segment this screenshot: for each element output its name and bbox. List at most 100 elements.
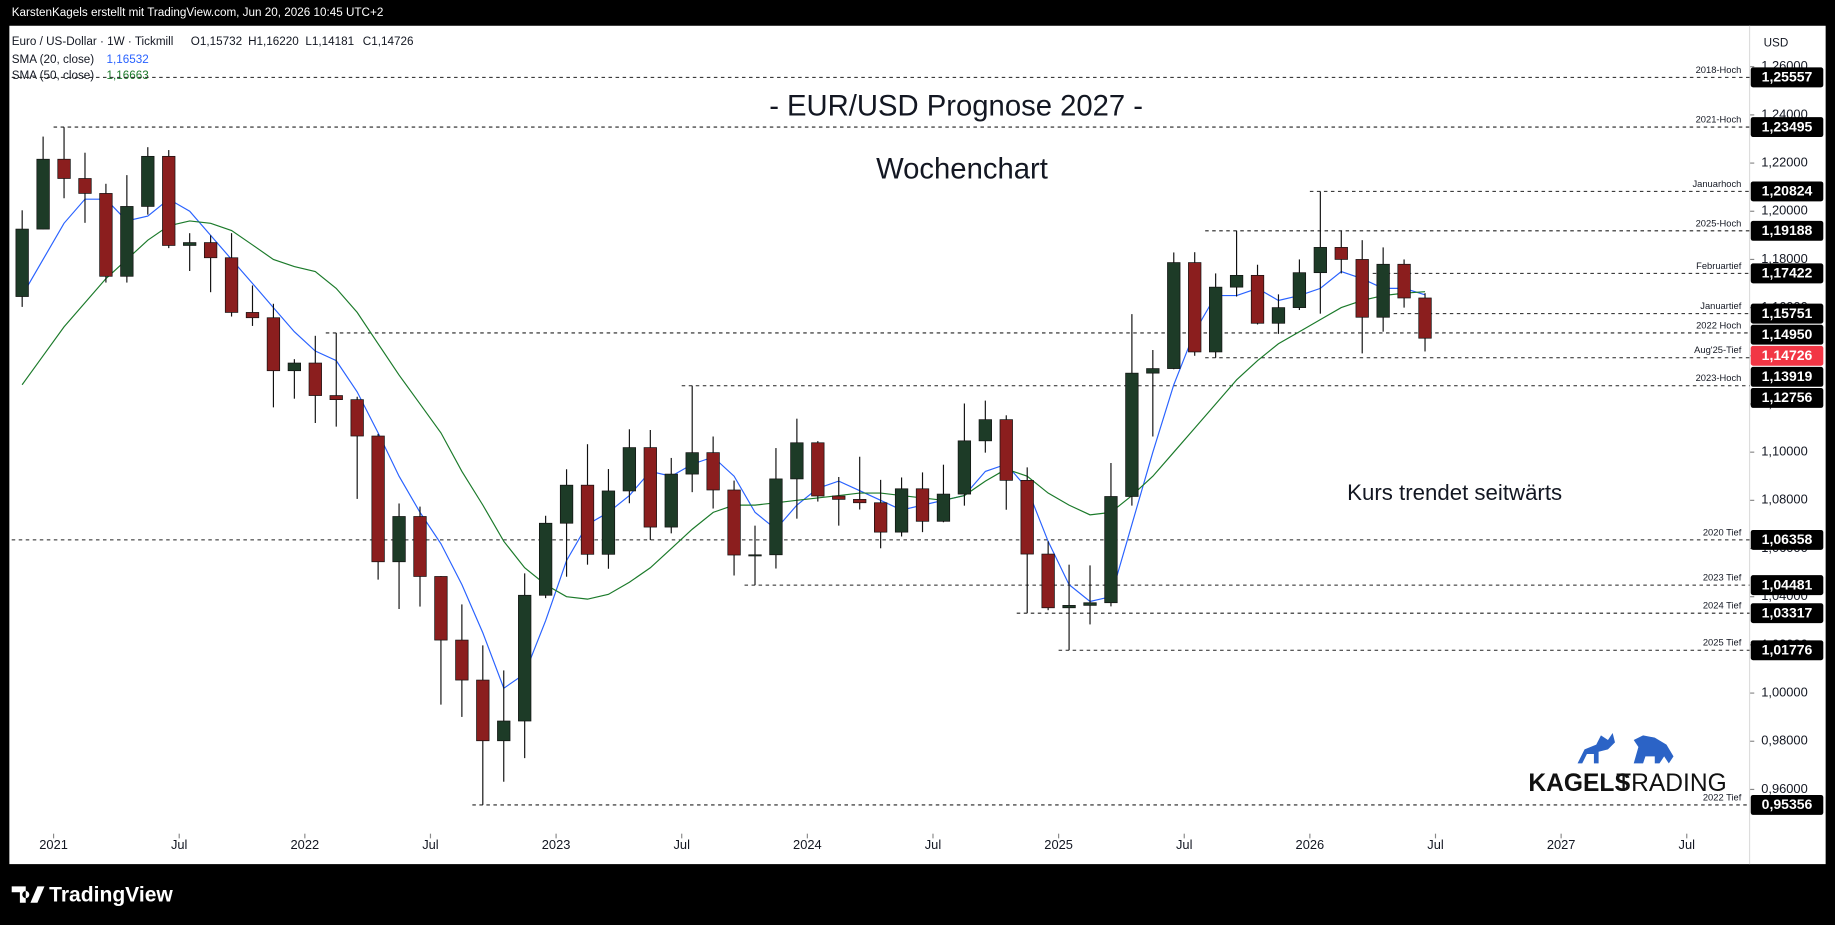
level-name: 2025 Tief — [1703, 638, 1742, 648]
logo-text-bold: KAGELS — [1528, 770, 1630, 797]
credit: KarstenKagels erstellt mit TradingView.c… — [12, 6, 384, 19]
ohlc-value: C1,14726 — [363, 35, 414, 48]
candle-body — [245, 312, 260, 319]
candle-body — [350, 399, 364, 437]
price-box-label: 1,01776 — [1762, 642, 1813, 658]
price-box — [1750, 794, 1824, 815]
candle-body — [622, 447, 637, 492]
price-box-label: 0,95356 — [1762, 796, 1813, 812]
candle-body — [371, 435, 385, 563]
candle-body — [811, 442, 825, 497]
ohlc-value: O1,15732 — [191, 35, 242, 48]
candle-body — [36, 158, 50, 230]
candle-body — [1020, 479, 1034, 555]
symbol: Euro / US-Dollar · 1W · Tickmill — [12, 35, 174, 48]
candle-body — [790, 442, 804, 480]
y-tick-label: 1,20000 — [1761, 203, 1807, 218]
price-box-label: 1,20824 — [1762, 183, 1813, 199]
level-name: 2022 Tief — [1703, 792, 1742, 802]
annotation: Kurs trendet seitwärts — [1347, 480, 1562, 505]
candle-body — [748, 554, 762, 557]
candle-body — [580, 484, 595, 555]
candle-body — [141, 155, 155, 207]
candle-body — [1125, 372, 1139, 497]
level-name: 2025-Hoch — [1696, 218, 1742, 228]
x-tick-label: 2025 — [1044, 837, 1073, 852]
price-box — [1750, 324, 1824, 345]
candle-body — [1313, 247, 1327, 274]
candle-body — [120, 206, 134, 277]
price-box — [1750, 220, 1824, 241]
candle-body — [1229, 274, 1244, 288]
y-tick-label: 1,10000 — [1761, 444, 1807, 459]
legend-name: SMA (20, close) — [12, 53, 95, 66]
candle-body — [15, 228, 29, 297]
candle-body — [183, 242, 197, 246]
candle-body — [727, 489, 741, 556]
y-tick-label: 0,96000 — [1761, 781, 1807, 796]
price-box-label: 1,12756 — [1762, 389, 1813, 405]
candle-body — [1334, 247, 1348, 260]
candle-body — [1041, 553, 1055, 609]
candle-body — [936, 493, 951, 522]
candle-body — [497, 720, 511, 742]
legend-value: 1,16532 — [106, 53, 148, 66]
candle-body — [1250, 274, 1265, 324]
candle-body — [915, 488, 930, 522]
price-box — [1750, 263, 1824, 284]
price-box-label: 1,13919 — [1762, 368, 1813, 384]
candle-body — [518, 594, 532, 722]
level-name: Aug'25-Tief — [1694, 345, 1742, 355]
candle-body — [287, 362, 302, 372]
footer-logo — [11, 886, 45, 903]
candle-body — [392, 516, 406, 563]
candle-body — [643, 447, 657, 528]
candle-body — [1418, 297, 1432, 339]
y-tick-label: 1,22000 — [1761, 154, 1807, 169]
bear-icon — [1633, 735, 1674, 764]
candle-body — [1104, 496, 1118, 604]
ohlc-value: L1,14181 — [305, 35, 354, 48]
x-tick-label: Jul — [925, 837, 941, 852]
candle-body — [874, 502, 888, 533]
x-tick-label: Jul — [1427, 837, 1443, 852]
candle-body — [1376, 263, 1390, 318]
legend-name: SMA (50, close) — [12, 69, 95, 82]
candle-body — [769, 478, 783, 556]
x-tick-label: 2021 — [39, 837, 68, 852]
price-box-label: 1,25557 — [1762, 69, 1813, 85]
candle-body — [162, 155, 176, 246]
logo-icon — [1577, 732, 1674, 764]
x-tick-label: Jul — [422, 837, 438, 852]
level-name: 2020 Tief — [1703, 527, 1742, 537]
candle-body — [853, 499, 867, 504]
candle-body — [455, 639, 469, 681]
price-box-label: 1,14950 — [1762, 326, 1813, 342]
x-tick-label: Jul — [673, 837, 689, 852]
price-box-label: 1,17422 — [1762, 265, 1813, 281]
y-tick-label: 1,18000 — [1761, 251, 1807, 266]
candle-body — [413, 516, 427, 577]
candle-body — [894, 488, 909, 533]
candle-body — [224, 257, 239, 313]
candle-body — [1062, 605, 1076, 609]
candle-body — [476, 679, 490, 742]
candle-body — [1083, 602, 1097, 606]
level-name: Januarhoch — [1692, 179, 1741, 189]
candle-body — [1146, 368, 1160, 374]
candle-body — [266, 317, 281, 372]
candle-body — [78, 178, 92, 194]
price-box-label: 1,04481 — [1762, 576, 1813, 592]
price-box-label: 1,15751 — [1762, 305, 1813, 321]
candle-body — [832, 495, 846, 500]
x-tick-label: Jul — [1176, 837, 1192, 852]
candle-body — [1167, 262, 1181, 369]
level-name: Januartief — [1700, 301, 1741, 311]
y-tick-label: 0,98000 — [1761, 733, 1807, 748]
candle-body — [685, 452, 699, 475]
price-box-label: 1,19188 — [1762, 222, 1813, 238]
x-tick-label: Jul — [171, 837, 187, 852]
level-name: Februartief — [1696, 261, 1742, 271]
chart-title: - EUR/USD Prognose 2027 - — [769, 90, 1143, 122]
candle-body — [434, 576, 448, 641]
